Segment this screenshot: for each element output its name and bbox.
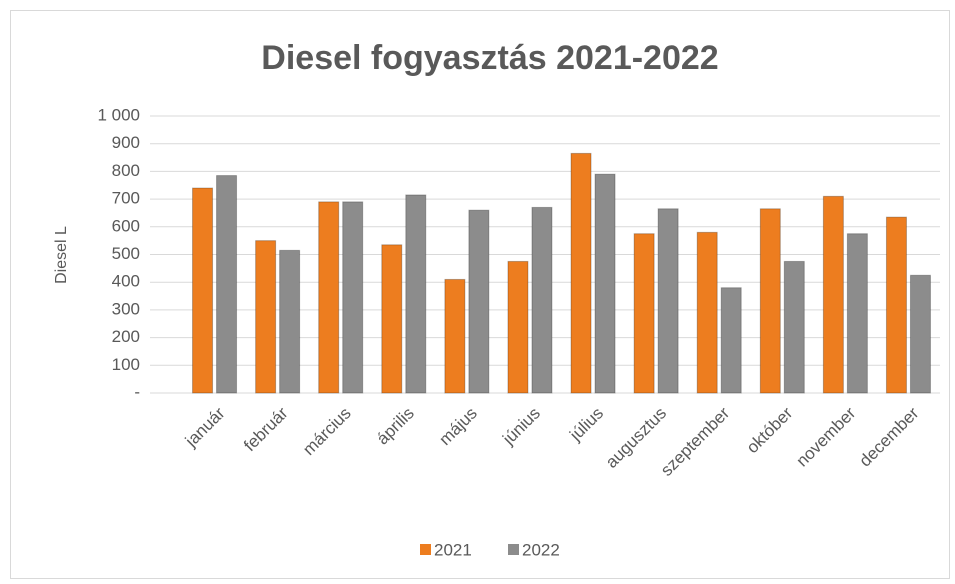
legend-swatch [420,544,431,555]
y-tick-label: 800 [112,161,140,180]
bar [759,208,781,394]
bar [381,244,403,394]
bar [657,208,679,394]
y-tick-label: 200 [112,327,140,346]
bar [342,201,364,394]
bar [507,260,529,394]
bar [633,233,655,394]
bar [783,260,805,394]
legend-label: 2021 [434,540,472,559]
y-tick-label: 1 000 [97,105,140,124]
y-tick-label: 700 [112,189,140,208]
bar [405,194,427,394]
bar [279,249,301,394]
bar [570,152,592,394]
bar [444,278,466,394]
bar [531,206,553,394]
bar [822,195,844,394]
y-tick-label: 600 [112,216,140,235]
y-tick-label: 900 [112,133,140,152]
legend-swatch [508,544,519,555]
bar [909,274,931,394]
bar [885,216,907,394]
bar [192,187,214,394]
bar [468,209,490,394]
bar [318,201,340,394]
y-tick-label: 300 [112,299,140,318]
y-tick-label: 500 [112,244,140,263]
bar [216,175,238,394]
y-tick-label: 400 [112,272,140,291]
y-axis-label: Diesel L [53,226,70,284]
bar [846,233,868,394]
bar [696,231,718,394]
chart-title: Diesel fogyasztás 2021-2022 [261,39,718,77]
legend-label: 2022 [522,540,560,559]
bar [594,173,616,394]
y-tick-label: - [134,382,140,401]
y-tick-label: 100 [112,355,140,374]
bar [720,287,742,394]
bar [255,240,277,394]
